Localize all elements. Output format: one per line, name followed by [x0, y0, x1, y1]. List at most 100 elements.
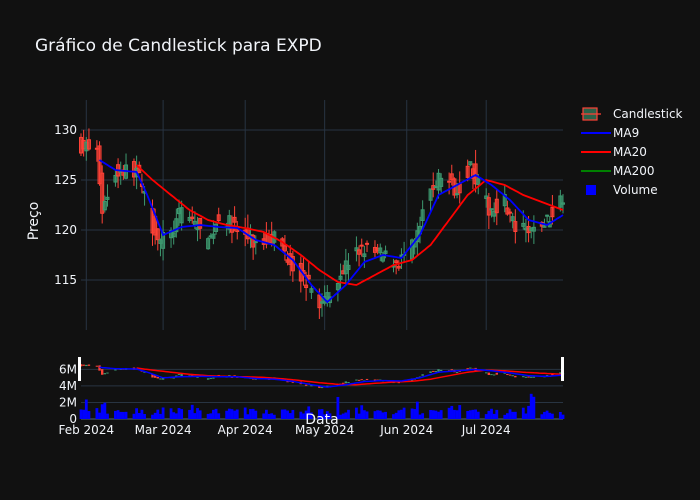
candle [206, 236, 211, 250]
candle [227, 209, 232, 234]
volume-bar [415, 401, 419, 419]
legend-label: Candlestick [613, 107, 683, 121]
candle [359, 238, 364, 257]
candle [354, 236, 359, 262]
rangeslider-candle [106, 372, 109, 374]
rangeslider-candle [209, 377, 212, 379]
candle [508, 208, 513, 223]
rangeslider-right-handle[interactable] [561, 357, 564, 381]
rangeslider-candle [437, 369, 440, 372]
candle [473, 149, 478, 193]
candle [396, 260, 401, 271]
candle-body [561, 202, 565, 205]
rangeslider-candle [310, 385, 313, 387]
legend-label: MA9 [613, 126, 639, 140]
volume-bar [418, 414, 422, 419]
x-tick-label: Mar 2024 [135, 423, 192, 437]
candle [171, 220, 176, 245]
candle-body [346, 264, 351, 270]
rangeslider-candle [495, 372, 498, 375]
rangeslider-candle [487, 372, 491, 376]
rangeslider-candle [365, 378, 369, 380]
volume-bar [484, 414, 488, 419]
volume-bar [378, 410, 382, 419]
rangeslider-ma9-line [99, 366, 564, 388]
candle [505, 200, 510, 216]
candle-body [105, 196, 110, 200]
y-tick-label: 115 [54, 273, 77, 287]
volume-bar [513, 411, 517, 419]
volume-bar [172, 412, 176, 419]
volume-bar [286, 410, 289, 419]
volume-axis-ticks: 0 2M 4M 6M [59, 362, 77, 426]
y-axis-ticks: 115 120 125 130 [54, 123, 77, 287]
candle [298, 256, 303, 293]
candle [124, 153, 129, 180]
legend-item-ma200: MA200 [581, 164, 654, 178]
volume-bar [551, 413, 554, 419]
volume-bar [527, 405, 530, 419]
candle [420, 200, 425, 229]
candle-body [97, 145, 102, 185]
volume-bar [429, 410, 432, 419]
candle-body [335, 282, 340, 291]
candle-body [232, 216, 237, 223]
candle [513, 209, 518, 244]
volume-bar [468, 410, 472, 419]
volume-bar [103, 402, 107, 419]
candle-body [383, 250, 388, 254]
volume-bar [455, 410, 459, 419]
candle [211, 220, 216, 245]
volume-bar [540, 414, 544, 419]
volume-bar [529, 393, 533, 419]
moving-averages [99, 159, 564, 304]
candle-body [227, 215, 232, 230]
candle-body [394, 260, 399, 264]
x-tick-label: Jul 2024 [461, 423, 511, 437]
candle-body [174, 218, 179, 233]
candle [161, 220, 166, 261]
volume-bar [336, 396, 340, 419]
volume-bar [161, 407, 165, 419]
volume-bar [490, 408, 493, 419]
volume-bar [299, 411, 303, 419]
rangeslider-candle [318, 386, 321, 388]
volume-bar [304, 410, 308, 419]
x-tick-label: May 2024 [295, 423, 354, 437]
candle-body [550, 206, 555, 218]
candle [531, 215, 536, 244]
candle [235, 220, 240, 240]
volume-bar [159, 413, 162, 419]
candle [378, 243, 383, 262]
volume-bar [249, 409, 252, 419]
volume-bar [492, 413, 496, 419]
rangeslider-candle [421, 374, 424, 376]
volume-bar [196, 408, 199, 419]
candle [465, 159, 470, 182]
volume-bar [524, 413, 528, 419]
volume-bar [217, 413, 221, 419]
candle [86, 128, 91, 151]
candle-body [192, 220, 197, 226]
candle-body [161, 231, 166, 249]
volume-bar [243, 407, 247, 419]
candle-body [439, 177, 444, 187]
candle-body [558, 195, 563, 208]
rangeslider-candle [143, 371, 146, 373]
volume-bar [84, 399, 88, 419]
candle-body [338, 275, 343, 280]
volume-bar [458, 405, 462, 419]
candle-body [306, 274, 311, 280]
volume-bar [262, 413, 266, 419]
volume-bar [466, 410, 470, 419]
volume-bar [410, 408, 414, 419]
candle-body [206, 238, 211, 250]
volume-bar [267, 413, 271, 419]
rangeslider-left-handle[interactable] [78, 357, 81, 381]
candle-body [447, 180, 452, 183]
volume-bar [413, 409, 417, 419]
candle-body [282, 245, 287, 252]
candle-body [513, 221, 518, 232]
volume-bar [135, 408, 139, 419]
candle [155, 228, 160, 251]
